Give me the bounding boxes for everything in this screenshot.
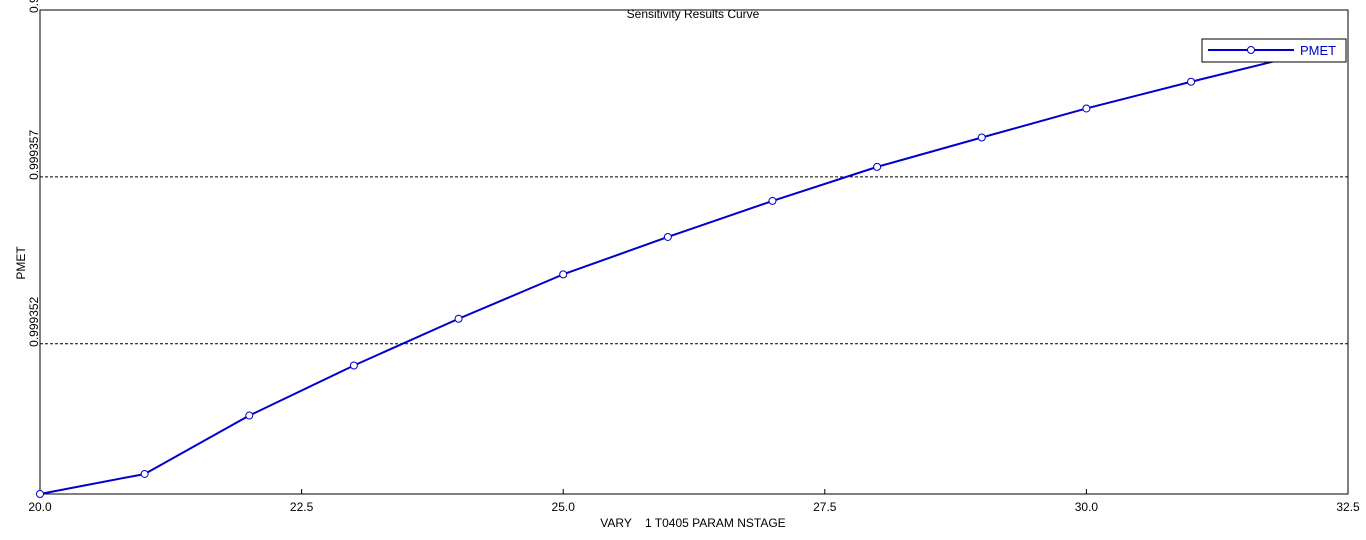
x-axis: 20.0 22.5 25.0 27.5 30.0 32.5 <box>28 489 1360 514</box>
data-point <box>245 411 254 420</box>
x-tick-label: 20.0 <box>28 500 52 514</box>
series-group <box>36 52 1300 498</box>
x-tick-label: 30.0 <box>1075 500 1099 514</box>
y-tick-label: 0.999362 <box>27 0 41 13</box>
data-point <box>454 314 463 323</box>
x-tick-label: 32.5 <box>1336 500 1360 514</box>
data-point <box>349 361 358 370</box>
data-point <box>1187 77 1196 86</box>
y-axis-label: PMET <box>14 246 28 280</box>
series-line-pmet <box>39 55 1296 495</box>
plot-frame <box>39 9 1349 495</box>
data-point <box>36 490 44 498</box>
data-point <box>977 133 986 142</box>
x-tick-label: 25.0 <box>552 500 576 514</box>
data-point <box>768 196 777 205</box>
data-point <box>663 232 672 241</box>
legend-label-pmet: PMET <box>1300 43 1336 58</box>
legend: PMET <box>1201 38 1347 63</box>
grid-lines <box>40 9 1348 345</box>
y-tick-label: 0.999357 <box>27 130 41 180</box>
x-tick-label: 27.5 <box>813 500 837 514</box>
legend-marker <box>1247 46 1255 54</box>
data-point <box>559 270 568 279</box>
data-point <box>1082 104 1091 113</box>
x-axis-label: VARY 1 T0405 PARAM NSTAGE <box>600 516 785 530</box>
x-tick-label: 22.5 <box>290 500 314 514</box>
data-point <box>873 162 882 171</box>
y-tick-label: 0.999352 <box>27 296 41 346</box>
y-axis: 0.999352 0.999357 0.999362 <box>27 0 41 347</box>
chart-title: Sensitivity Results Curve <box>627 7 760 21</box>
data-point <box>140 469 149 478</box>
